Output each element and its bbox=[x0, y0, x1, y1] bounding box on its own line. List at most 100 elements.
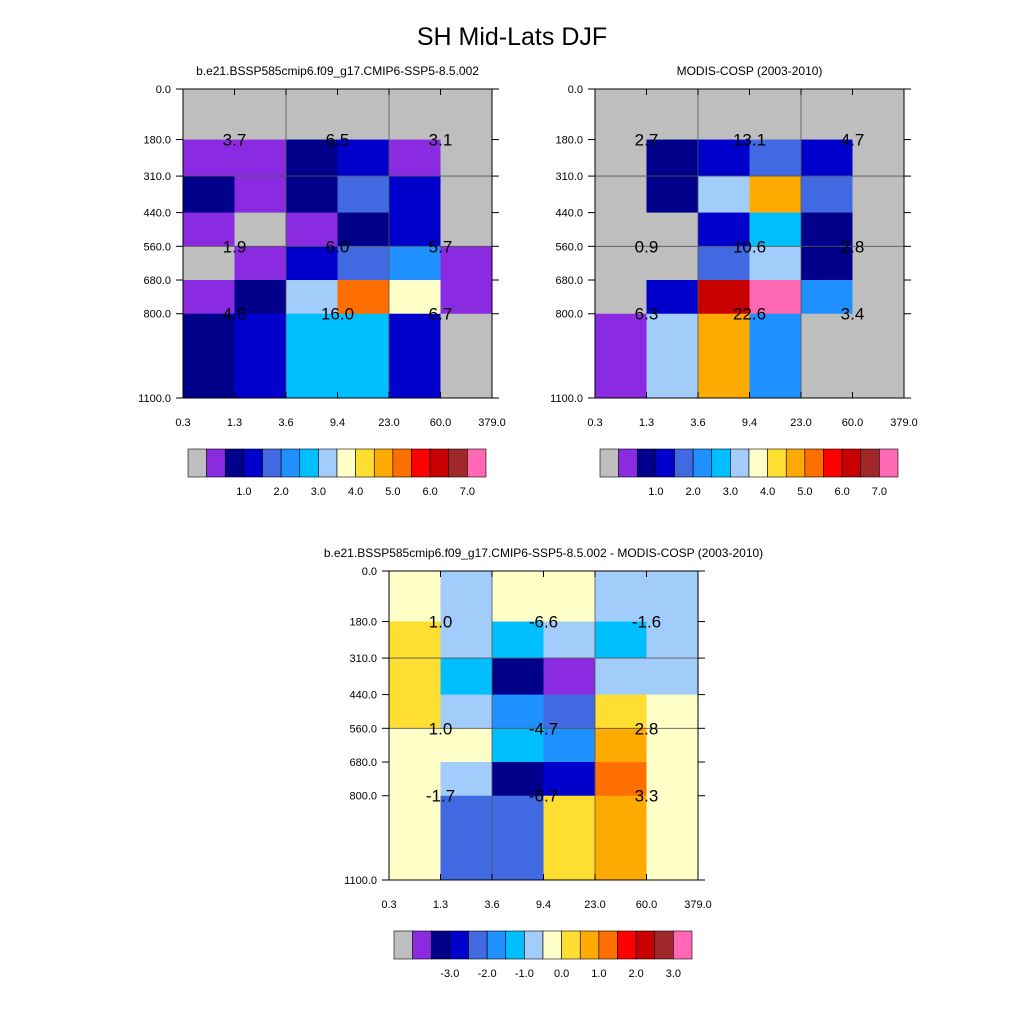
heatmap-cell bbox=[440, 571, 493, 623]
colorbar-label: 5.0 bbox=[385, 486, 400, 498]
cell-value-label: -1.7 bbox=[426, 787, 455, 806]
heatmap-cell bbox=[852, 212, 905, 247]
colorbar-swatch bbox=[599, 448, 619, 478]
colorbar-swatch bbox=[206, 448, 226, 478]
cell-value-label: 2.8 bbox=[841, 237, 865, 256]
heatmap-cell bbox=[801, 313, 853, 399]
heatmap-cell bbox=[286, 280, 338, 315]
heatmap-cell bbox=[389, 313, 441, 399]
heatmap-cell bbox=[595, 313, 647, 399]
heatmap-cell bbox=[440, 762, 493, 797]
heatmap-cell bbox=[543, 621, 596, 659]
colorbar-label: 4.0 bbox=[348, 486, 363, 498]
heatmap-cell bbox=[698, 89, 750, 141]
colorbar-swatch bbox=[542, 930, 562, 960]
colorbar-swatch bbox=[860, 448, 880, 478]
cell-value-label: 1.9 bbox=[223, 237, 247, 256]
cell-value-label: 1.0 bbox=[429, 613, 453, 632]
y-tick-label: 800.0 bbox=[143, 309, 171, 321]
heatmap-cell bbox=[749, 139, 802, 177]
heatmap-cell bbox=[595, 728, 647, 763]
heatmap-cell bbox=[183, 280, 235, 315]
heatmap-cell bbox=[234, 280, 287, 315]
y-tick-label: 680.0 bbox=[143, 275, 171, 287]
colorbar-swatch bbox=[673, 930, 693, 960]
heatmap-cell bbox=[698, 212, 750, 247]
heatmap-cell bbox=[389, 658, 441, 696]
colorbar-label: 2.0 bbox=[273, 486, 288, 498]
y-tick-label: 560.0 bbox=[349, 723, 377, 735]
cell-value-label: 0.9 bbox=[635, 237, 659, 256]
heatmap-cell bbox=[646, 571, 699, 623]
panel-title: b.e21.BSSP585cmip6.f09_g17.CMIP6-SSP5-8.… bbox=[196, 64, 479, 78]
colorbar-swatch bbox=[468, 930, 488, 960]
heatmap-cell bbox=[852, 246, 905, 281]
heatmap-cell bbox=[183, 246, 235, 281]
colorbar-swatch bbox=[224, 448, 245, 478]
x-tick-label: 23.0 bbox=[584, 899, 605, 911]
x-tick-label: 3.6 bbox=[690, 417, 705, 429]
colorbar-swatch bbox=[448, 448, 468, 478]
heatmap-cell bbox=[234, 246, 287, 281]
colorbar-swatch bbox=[393, 930, 413, 960]
heatmap-cell bbox=[286, 212, 338, 247]
panel-3: b.e21.BSSP585cmip6.f09_g17.CMIP6-SSP5-8.… bbox=[324, 546, 763, 980]
heatmap-cell bbox=[337, 246, 390, 281]
heatmap-cell bbox=[183, 212, 235, 247]
heatmap-cell bbox=[852, 280, 905, 315]
colorbar-label: 0.0 bbox=[554, 968, 569, 980]
colorbar-swatch bbox=[299, 448, 319, 478]
heatmap-cell bbox=[389, 728, 441, 763]
colorbar-swatch bbox=[654, 930, 674, 960]
cell-value-label: 10.6 bbox=[733, 237, 766, 256]
heatmap-cell bbox=[595, 176, 647, 214]
cell-value-label: -4.7 bbox=[529, 719, 558, 738]
y-tick-label: 180.0 bbox=[555, 135, 583, 147]
cell-value-label: 4.6 bbox=[223, 305, 247, 324]
heatmap-cell bbox=[595, 762, 647, 797]
heatmap-cell bbox=[389, 280, 441, 315]
heatmap-cell bbox=[698, 280, 750, 315]
heatmap-cell bbox=[389, 212, 441, 247]
heatmap-cell bbox=[389, 571, 441, 623]
heatmap-cell bbox=[492, 621, 544, 659]
heatmap-cell bbox=[543, 795, 596, 881]
y-tick-label: 0.0 bbox=[568, 84, 583, 96]
colorbar-label: 1.0 bbox=[648, 486, 663, 498]
colorbar-label: 5.0 bbox=[797, 486, 812, 498]
cell-value-label: 16.0 bbox=[321, 305, 354, 324]
y-axis: 0.0 180.0 310.0 440.0 560.0 680.0 800.0 1100.0 bbox=[550, 84, 911, 405]
heatmap-cell bbox=[389, 176, 441, 214]
colorbar-swatch bbox=[748, 448, 768, 478]
x-tick-label: 1.3 bbox=[433, 899, 448, 911]
heatmap-cell bbox=[234, 313, 287, 399]
heatmap-cell bbox=[646, 658, 699, 696]
colorbar-swatch bbox=[412, 930, 432, 960]
heatmap-cell bbox=[646, 762, 699, 797]
heatmap-cell bbox=[595, 658, 647, 696]
y-tick-label: 180.0 bbox=[143, 135, 171, 147]
colorbar-swatch bbox=[730, 448, 750, 478]
colorbar: -3.0 -2.0 -1.0 0.0 1.0 2.0 3.0 bbox=[393, 930, 693, 980]
colorbar-swatch bbox=[804, 448, 824, 478]
x-axis: 0.3 1.3 3.6 9.4 23.0 60.0 379.0 bbox=[175, 89, 506, 429]
heatmap-cell bbox=[801, 89, 853, 141]
heatmap-cell bbox=[646, 621, 699, 659]
colorbar-label: 1.0 bbox=[236, 486, 251, 498]
colorbar-label: 4.0 bbox=[760, 486, 775, 498]
cell-value-label: 6.0 bbox=[326, 237, 350, 256]
cell-value-label: 3.4 bbox=[841, 305, 865, 324]
cell-value-label: -1.6 bbox=[632, 613, 661, 632]
x-tick-label: 379.0 bbox=[684, 899, 712, 911]
heatmap-cell bbox=[646, 176, 699, 214]
heatmap-cell bbox=[286, 89, 338, 141]
x-axis: 0.3 1.3 3.6 9.4 23.0 60.0 379.0 bbox=[587, 89, 918, 429]
heatmap-cell bbox=[698, 313, 750, 399]
heatmap-cell bbox=[337, 176, 390, 214]
figure-title: SH Mid-Lats DJF bbox=[417, 23, 607, 51]
heatmap-cell bbox=[749, 176, 802, 214]
colorbar-swatch bbox=[505, 930, 525, 960]
x-tick-label: 9.4 bbox=[742, 417, 757, 429]
y-tick-label: 680.0 bbox=[349, 757, 377, 769]
colorbar-swatch bbox=[785, 448, 806, 478]
